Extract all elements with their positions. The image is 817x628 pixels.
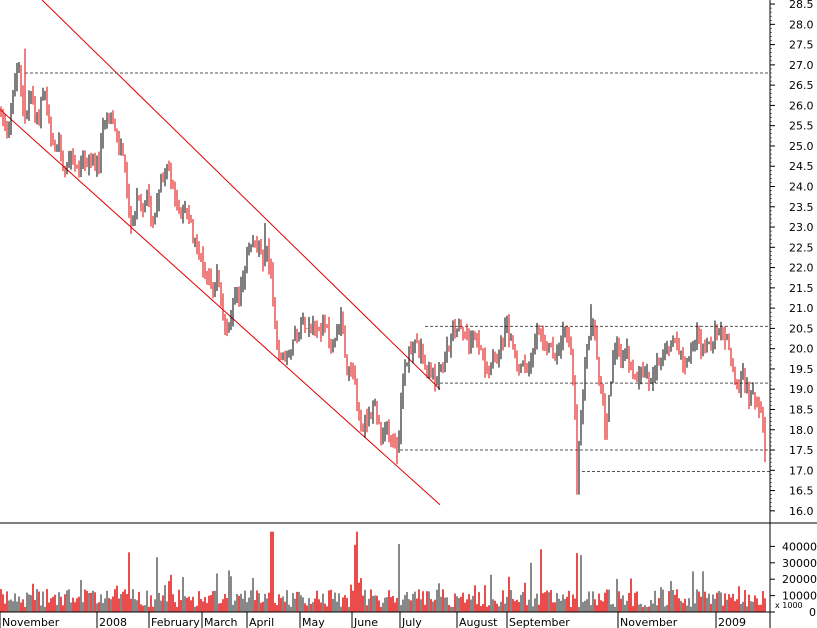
- y-tick-label: 22.5: [789, 241, 814, 254]
- y-tick-label: 16.5: [789, 485, 814, 498]
- month-label: 2009: [718, 616, 746, 628]
- y-tick-label: 24.0: [789, 180, 814, 193]
- y-tick-label: 20.0: [789, 343, 814, 356]
- y-tick-label: 21.5: [789, 282, 814, 295]
- month-label: 2008: [99, 616, 127, 628]
- y-tick-label: 28.5: [789, 0, 814, 11]
- channel-line: [41, 0, 441, 390]
- y-tick-label: 28.0: [789, 18, 814, 31]
- month-label: February: [151, 616, 200, 628]
- price-panel: [0, 0, 770, 506]
- y-tick-label: 18.0: [789, 424, 814, 437]
- month-label: June: [353, 616, 378, 628]
- y-tick-label: 19.5: [789, 363, 814, 376]
- vol-tick-label: 0: [809, 606, 816, 619]
- y-tick-label: 24.5: [789, 160, 814, 173]
- y-tick-label: 19.0: [789, 383, 814, 396]
- y-tick-label: 27.5: [789, 39, 814, 52]
- channel-line: [0, 109, 441, 506]
- month-label: March: [204, 616, 238, 628]
- y-tick-label: 21.0: [789, 302, 814, 315]
- y-tick-label: 18.5: [789, 403, 814, 416]
- vol-tick-label: 20000: [782, 573, 817, 586]
- y-tick-label: 26.0: [789, 99, 814, 112]
- vol-tick-label: 40000: [782, 540, 817, 553]
- y-tick-label: 23.0: [789, 221, 814, 234]
- month-label: July: [401, 616, 422, 628]
- month-label: May: [302, 616, 325, 628]
- volume-panel: [0, 531, 766, 612]
- y-tick-label: 25.5: [789, 120, 814, 133]
- month-label: September: [509, 616, 570, 628]
- y-tick-label: 23.5: [789, 201, 814, 214]
- month-label: November: [2, 616, 60, 628]
- y-tick-label: 20.5: [789, 322, 814, 335]
- y-tick-label: 17.5: [789, 444, 814, 457]
- month-label: April: [249, 616, 274, 628]
- y-tick-label: 16.0: [789, 505, 814, 518]
- month-label: November: [620, 616, 678, 628]
- y-tick-label: 26.5: [789, 79, 814, 92]
- y-tick-label: 17.0: [789, 464, 814, 477]
- y-tick-label: 25.0: [789, 140, 814, 153]
- month-label: August: [459, 616, 498, 628]
- vol-tick-label: 10000: [782, 590, 817, 603]
- y-tick-label: 27.0: [789, 59, 814, 72]
- y-tick-label: 22.0: [789, 262, 814, 275]
- vol-unit-label: x 1000: [775, 601, 803, 610]
- vol-tick-label: 30000: [782, 557, 817, 570]
